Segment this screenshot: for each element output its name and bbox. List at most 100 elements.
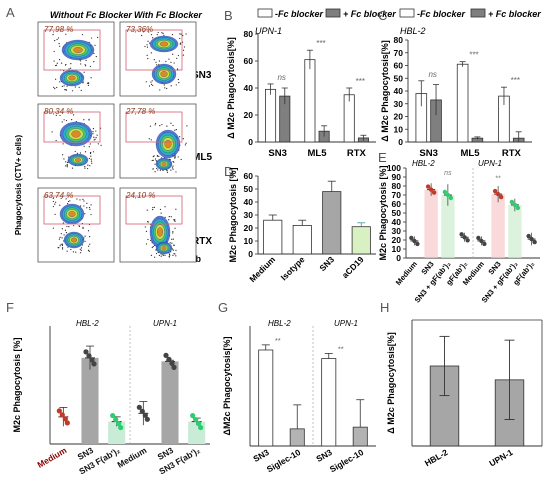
x-tick-label: SN3 [317, 254, 336, 273]
bar [343, 94, 355, 143]
flow-event-dot [56, 86, 58, 89]
flow-event-dot [87, 164, 89, 166]
x-tick-label: ML5 [308, 148, 328, 159]
flow-plot: 73,36% [119, 21, 197, 97]
flow-event-dot [71, 90, 74, 92]
y-tick-label: 70 [394, 48, 404, 58]
flow-event-dot [170, 169, 172, 171]
flow-event-dot [172, 53, 174, 55]
flow-event-dot [58, 238, 61, 240]
flow-density-contour [68, 75, 76, 81]
flow-event-dot [92, 151, 95, 153]
flow-event-dot [88, 118, 90, 120]
flow-event-dot [60, 233, 62, 235]
flow-event-dot [91, 162, 93, 164]
flow-event-dot [86, 202, 88, 204]
flow-event-dot [170, 216, 172, 218]
y-tick-label: 90 [392, 172, 402, 182]
flow-gate-percentage: 77,98 % [44, 25, 73, 34]
data-point [412, 238, 417, 244]
data-point [198, 424, 204, 431]
flow-event-dot [80, 249, 82, 251]
y-tick-label: 70 [392, 190, 402, 200]
legend-label-pos: + Fc blocker [488, 9, 541, 19]
flow-event-dot [90, 158, 92, 160]
flow-event-dot [61, 237, 63, 239]
y-tick-label: 10 [394, 124, 404, 134]
bar [321, 358, 337, 447]
flow-event-dot [86, 82, 89, 84]
y-axis: 0 10 20 30 40 50 60 70 80 Δ M2c Phagocytosis[%] [380, 35, 532, 147]
flow-event-dot [82, 198, 84, 200]
bar [304, 59, 316, 143]
flow-event-dot [96, 134, 98, 136]
data-point [479, 238, 484, 244]
y-tick-label: 100 [387, 163, 401, 173]
flow-event-dot [57, 37, 60, 39]
flow-event-dot [66, 225, 68, 228]
panel-letter-h: H [380, 300, 389, 315]
flow-event-dot [93, 136, 95, 138]
panel-letter-e: E [378, 150, 387, 165]
data-point [465, 238, 470, 243]
flow-event-dot [147, 40, 149, 42]
data-point [163, 352, 169, 358]
flow-event-dot [66, 250, 68, 252]
data-point [492, 188, 498, 194]
panel-f-group-upn1: UPN-1 [153, 319, 177, 328]
flow-event-dot [55, 201, 57, 203]
panel-letter-a: A [6, 5, 15, 20]
flow-event-dot [53, 86, 55, 88]
flow-event-dot [97, 36, 99, 38]
flow-event-dot [84, 213, 86, 215]
flow-event-dot [175, 171, 177, 173]
flow-event-dot [94, 138, 96, 140]
significance-label: ** [338, 344, 344, 353]
flow-event-dot [175, 84, 177, 86]
flow-event-dot [86, 207, 88, 209]
legend-swatch-neg [257, 8, 273, 18]
flow-event-dot [141, 34, 143, 37]
flow-event-dot [80, 89, 82, 91]
flow-event-dot [150, 239, 152, 242]
flow-event-dot [171, 248, 174, 250]
flow-event-dot [146, 209, 148, 211]
flow-event-dot [62, 222, 64, 224]
flow-event-dot [163, 34, 165, 36]
y-tick-label: 50 [244, 184, 254, 194]
flow-event-dot [97, 143, 99, 145]
significance-label: ns [277, 73, 285, 82]
row-label-sn3: SN3 [192, 70, 212, 81]
flow-event-dot [55, 139, 57, 142]
panel-letter-g: G [218, 300, 228, 315]
flow-event-dot [171, 242, 173, 244]
flow-density-contour [71, 130, 81, 138]
flow-event-dot [54, 88, 56, 90]
flow-gate-percentage: 27,78 % [125, 107, 155, 116]
flow-event-dot [80, 205, 82, 207]
flow-event-dot [95, 130, 97, 132]
flow-event-dot [162, 253, 164, 256]
flow-event-dot [155, 122, 157, 125]
flow-event-dot [145, 230, 148, 232]
data-point [118, 424, 124, 431]
flow-event-dot [156, 167, 158, 170]
flow-event-dot [89, 143, 91, 145]
flow-gate-percentage: 73,36% [126, 25, 153, 34]
flow-event-dot [61, 247, 64, 249]
flow-event-dot [154, 163, 156, 165]
flow-event-dot [146, 44, 148, 46]
flow-event-dot [74, 150, 76, 153]
flow-event-dot [79, 60, 82, 62]
flow-event-dot [60, 243, 62, 245]
flow-event-dot [93, 52, 95, 55]
flow-event-dot [63, 234, 65, 236]
panel-a: A Without Fc Blocker With Fc Blocker Pha… [6, 5, 212, 264]
flow-event-dot [169, 254, 171, 256]
panel-g-group-upn1: UPN-1 [334, 319, 358, 328]
bar [352, 426, 368, 447]
flow-gate [125, 111, 183, 143]
flow-event-dot [68, 68, 70, 70]
flow-event-dot [70, 63, 72, 65]
panel-e-group-hbl2: HBL-2 [412, 159, 435, 168]
